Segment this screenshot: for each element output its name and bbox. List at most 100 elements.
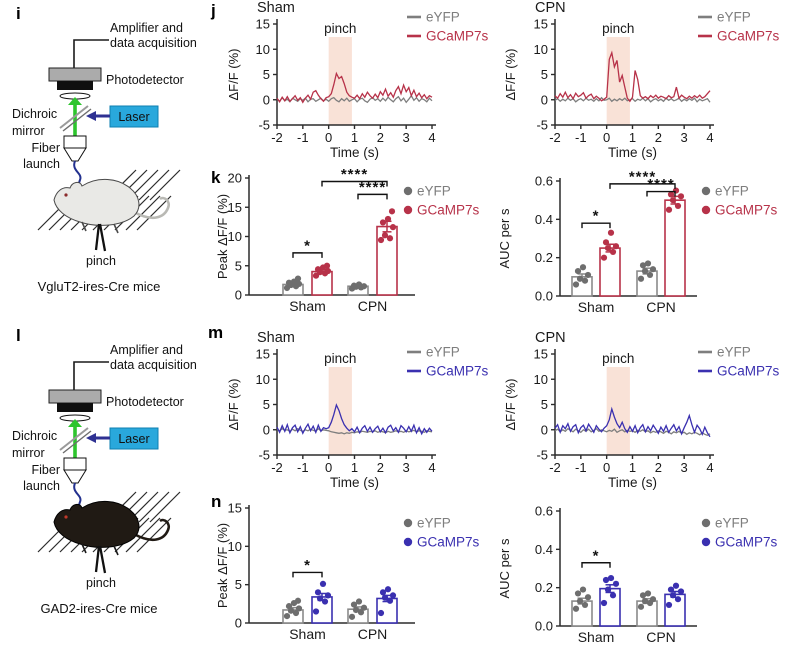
legend-label-eYFP: eYFP bbox=[426, 10, 460, 25]
sig-bracket bbox=[357, 193, 388, 200]
mouse-body bbox=[53, 501, 140, 548]
legend-dot-eYFP bbox=[403, 186, 413, 196]
dichroic-label-line1: Dichroic bbox=[12, 107, 57, 121]
category-label-CPN: CPN bbox=[646, 629, 676, 645]
y-axis-label: ΔF/F (%) bbox=[503, 378, 518, 430]
chart-text: 4 bbox=[706, 460, 713, 475]
chart-text: 5 bbox=[541, 67, 548, 82]
sig-bracket bbox=[609, 183, 676, 189]
chart-text: 15 bbox=[228, 200, 242, 215]
data-point-Sham-eYFP bbox=[576, 597, 584, 605]
legend-label-eYFP: eYFP bbox=[715, 184, 749, 199]
chart-text: 5 bbox=[263, 67, 270, 82]
data-point-Sham-GCaMP7s bbox=[607, 574, 615, 582]
chart-text: 15 bbox=[534, 347, 548, 362]
legend-label-eYFP: eYFP bbox=[717, 10, 751, 25]
data-point-Sham-eYFP bbox=[285, 603, 293, 610]
y-axis-label: ΔF/F (%) bbox=[226, 378, 241, 430]
data-point-Sham-eYFP bbox=[294, 275, 302, 282]
panel-label-m: m bbox=[208, 323, 224, 342]
chart-text: 0 bbox=[325, 460, 332, 475]
chart-text: -5 bbox=[258, 448, 270, 463]
amplifier-wire bbox=[73, 361, 109, 390]
fiber-launch-body bbox=[63, 135, 87, 149]
data-point-CPN-GCaMP7s bbox=[379, 589, 387, 596]
sig-bracket bbox=[581, 562, 611, 568]
data-point-CPN-GCaMP7s bbox=[665, 206, 673, 213]
chart-text: 4 bbox=[428, 130, 435, 145]
fiber-label-line2: launch bbox=[23, 157, 60, 171]
x-axis-label: Time (s) bbox=[330, 475, 379, 490]
chart-text: 2 bbox=[655, 130, 662, 145]
sig-bracket bbox=[321, 180, 388, 187]
data-point-Sham-GCaMP7s bbox=[609, 592, 617, 599]
chart-text: 0.2 bbox=[535, 250, 553, 265]
stimulus-band bbox=[606, 37, 630, 125]
mouse-feet bbox=[81, 543, 119, 556]
sig-label: **** bbox=[341, 166, 368, 183]
stimulus-band bbox=[328, 37, 352, 125]
data-point-CPN-GCaMP7s bbox=[377, 236, 385, 244]
data-point-Sham-GCaMP7s bbox=[324, 267, 332, 275]
data-point-Sham-eYFP bbox=[292, 609, 300, 617]
legend-dot-GCaMP7s bbox=[701, 537, 711, 547]
data-point-CPN-eYFP bbox=[350, 282, 358, 289]
chart-text: -1 bbox=[575, 460, 587, 475]
data-point-CPN-GCaMP7s bbox=[389, 224, 397, 231]
j_cpn-trace-GCaMP7s bbox=[554, 50, 711, 103]
chart-text: 10 bbox=[228, 539, 242, 554]
data-point-Sham-eYFP bbox=[285, 279, 293, 286]
mouse-tail bbox=[133, 196, 170, 220]
y-axis-label: Peak ΔF/F (%) bbox=[215, 523, 230, 608]
green-beam-arrowhead bbox=[68, 97, 82, 105]
mouse-body bbox=[53, 179, 140, 226]
data-point-Sham-GCaMP7s bbox=[612, 580, 620, 587]
chart-text: 0 bbox=[603, 460, 610, 475]
data-point-Sham-GCaMP7s bbox=[600, 254, 608, 261]
data-point-Sham-eYFP bbox=[584, 271, 592, 279]
chart-text: 10 bbox=[534, 42, 548, 57]
chart-text: 3 bbox=[403, 460, 410, 475]
chart-text: 10 bbox=[228, 229, 242, 244]
legend-dot-eYFP bbox=[701, 186, 711, 196]
data-point-CPN-GCaMP7s bbox=[379, 219, 387, 226]
data-point-Sham-GCaMP7s bbox=[609, 248, 617, 256]
data-point-CPN-GCaMP7s bbox=[381, 232, 389, 239]
dichroic-label-line2: mirror bbox=[12, 124, 45, 138]
data-point-Sham-GCaMP7s bbox=[321, 598, 329, 605]
category-label-Sham: Sham bbox=[578, 629, 615, 645]
data-point-CPN-eYFP bbox=[352, 606, 360, 614]
chart-text: 3 bbox=[403, 130, 410, 145]
data-point-Sham-eYFP bbox=[572, 281, 580, 288]
panel-label-i: i bbox=[16, 4, 21, 23]
pinch-label: pinch bbox=[86, 576, 116, 590]
dichroic-mirror-icon bbox=[59, 105, 89, 129]
chart-text: -2 bbox=[549, 130, 561, 145]
data-point-CPN-eYFP bbox=[360, 604, 368, 611]
chart-text: 0.6 bbox=[535, 174, 553, 189]
data-point-CPN-eYFP bbox=[649, 266, 657, 273]
sig-label: **** bbox=[629, 168, 656, 185]
data-point-CPN-eYFP bbox=[357, 609, 365, 616]
chart-title: Sham bbox=[257, 0, 295, 16]
data-point-Sham-eYFP bbox=[574, 267, 582, 275]
dichroic-label-line1: Dichroic bbox=[12, 429, 57, 443]
chart-text: 0 bbox=[603, 130, 610, 145]
legend-label-eYFP: eYFP bbox=[426, 345, 460, 360]
chart-text: 0 bbox=[235, 288, 242, 303]
panel-label-k: k bbox=[211, 168, 221, 187]
data-point-Sham-GCaMP7s bbox=[312, 608, 320, 615]
chart-text: -5 bbox=[536, 118, 548, 133]
chart-text: 4 bbox=[428, 460, 435, 475]
dichroic-label-line2: mirror bbox=[12, 446, 45, 460]
data-point-Sham-GCaMP7s bbox=[602, 239, 610, 246]
chart-title: CPN bbox=[535, 0, 566, 16]
fiber-label-line1: Fiber bbox=[32, 141, 60, 155]
photodetector-label: Photodetector bbox=[106, 395, 184, 409]
chart-text: 5 bbox=[541, 397, 548, 412]
sig-bracket bbox=[646, 190, 676, 197]
category-label-Sham: Sham bbox=[289, 626, 326, 642]
pinch-label: pinch bbox=[86, 254, 116, 268]
data-point-Sham-eYFP bbox=[579, 586, 587, 593]
chart-text: 15 bbox=[256, 347, 270, 362]
